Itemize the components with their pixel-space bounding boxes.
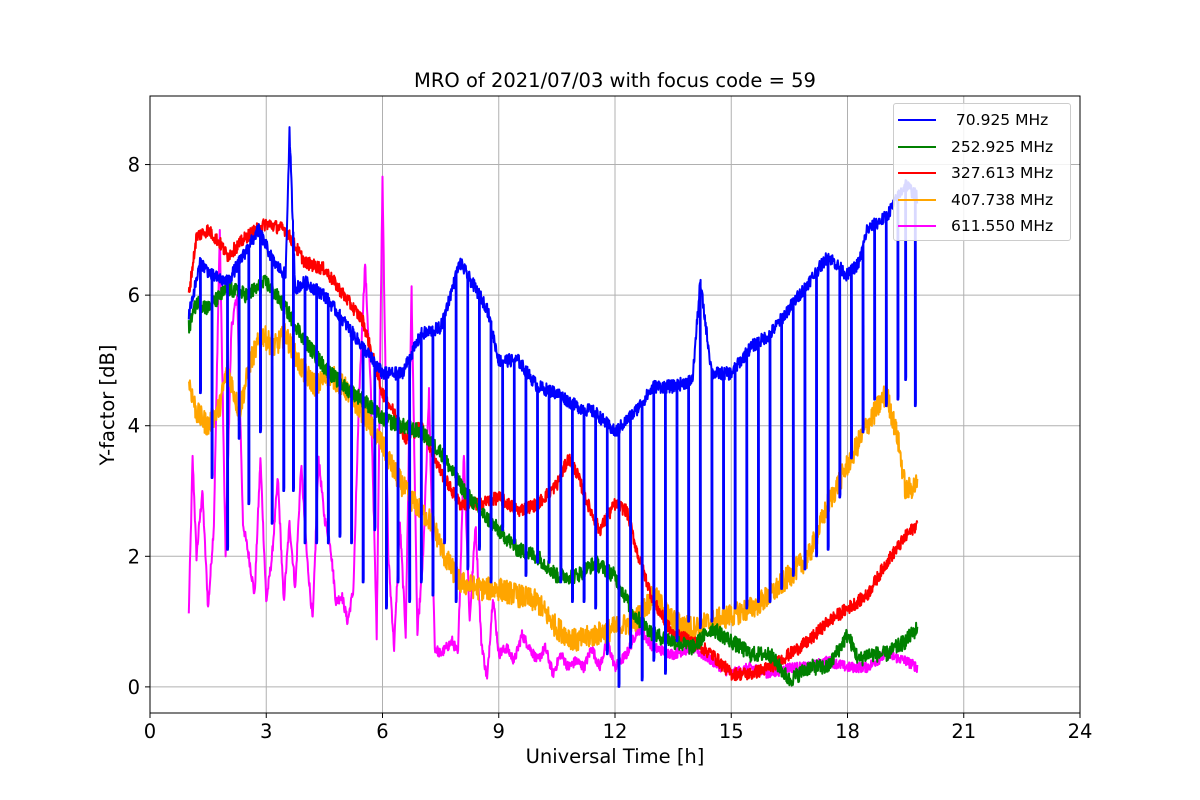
x-tick-label: 0 [144, 720, 156, 743]
chart-title: MRO of 2021/07/03 with focus code = 59 [414, 69, 816, 92]
y-axis-label: Y-factor [dB] [96, 345, 119, 467]
series-lines [187, 126, 919, 688]
legend-swatch [898, 172, 936, 175]
y-tick-label: 2 [128, 545, 140, 568]
y-tick-label: 6 [128, 284, 140, 307]
x-tick-label: 21 [951, 720, 976, 743]
legend-label: 70.925 MHz [951, 111, 1049, 130]
legend-swatch [898, 145, 936, 148]
y-tick-label: 4 [128, 415, 140, 438]
legend-label: 611.550 MHz [951, 217, 1054, 236]
legend-swatch [898, 119, 936, 122]
legend-item: 611.550 MHz [894, 213, 1070, 240]
legend-item: 327.613 MHz [894, 160, 1070, 187]
y-tick-label: 0 [128, 676, 140, 699]
legend-item: 252.925 MHz [894, 134, 1070, 161]
x-tick-label: 12 [603, 720, 628, 743]
legend-item: 407.738 MHz [894, 187, 1070, 214]
x-tick-label: 24 [1068, 720, 1093, 743]
x-tick-label: 9 [493, 720, 505, 743]
x-tick-label: 6 [376, 720, 388, 743]
legend-swatch [898, 198, 936, 201]
legend-swatch [898, 225, 936, 228]
legend: 70.925 MHz 252.925 MHz 327.613 MHz 407.7… [893, 103, 1071, 241]
y-tick-label: 8 [128, 154, 140, 177]
x-tick-label: 3 [260, 720, 272, 743]
series-line [187, 322, 919, 652]
x-tick-label: 18 [835, 720, 860, 743]
x-axis-label: Universal Time [h] [526, 745, 705, 768]
legend-label: 327.613 MHz [951, 164, 1054, 183]
legend-label: 407.738 MHz [951, 190, 1054, 209]
legend-label: 252.925 MHz [951, 137, 1054, 156]
series-line [187, 126, 919, 688]
series-line [187, 274, 919, 687]
x-tick-label: 15 [719, 720, 744, 743]
legend-item: 70.925 MHz [894, 107, 1070, 134]
series-line [187, 218, 919, 682]
